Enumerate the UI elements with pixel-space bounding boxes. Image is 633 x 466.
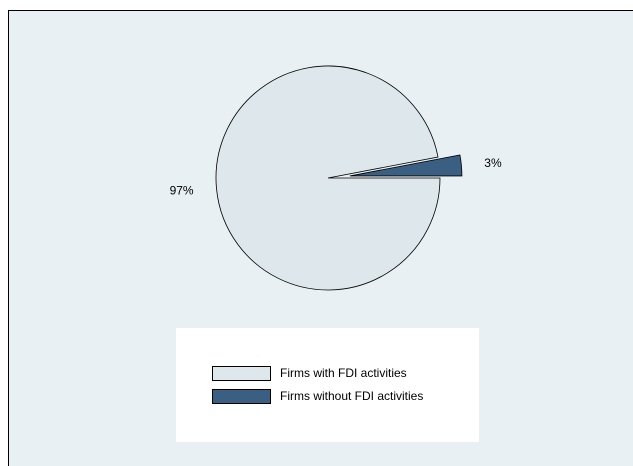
legend-swatch-firms-with-fdi — [212, 365, 271, 381]
labels-layer: 97% 3% — [170, 156, 502, 197]
legend-item-firms-without-fdi: Firms without FDI activities — [212, 387, 423, 405]
legend-swatch-firms-without-fdi — [212, 388, 271, 404]
slices-layer — [215, 65, 463, 291]
legend: Firms with FDI activities Firms without … — [176, 328, 479, 442]
slice-label-1: 3% — [484, 156, 502, 170]
pie-slice-1 — [349, 154, 463, 177]
legend-label-firms-without-fdi: Firms without FDI activities — [280, 389, 424, 403]
pie-slice-0 — [215, 65, 441, 291]
legend-item-firms-with-fdi: Firms with FDI activities — [212, 364, 407, 382]
legend-label-firms-with-fdi: Firms with FDI activities — [280, 366, 407, 380]
slice-label-0: 97% — [170, 184, 194, 198]
